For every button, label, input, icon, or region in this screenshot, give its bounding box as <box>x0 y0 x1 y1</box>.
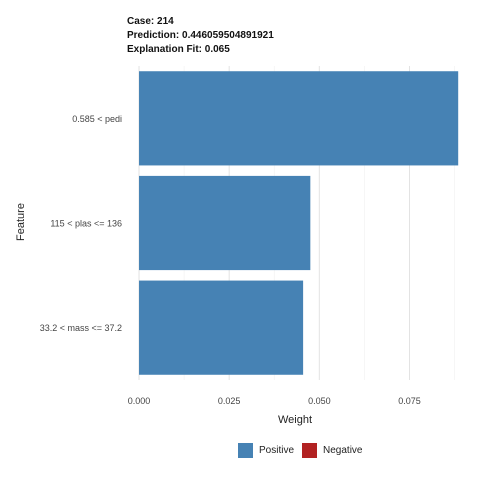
bar-1 <box>139 175 311 271</box>
legend-label-negative: Negative <box>323 445 363 456</box>
x-tick-label-0: 0.000 <box>128 396 151 406</box>
x-tick-label-3: 0.075 <box>398 396 421 406</box>
legend-swatch-negative <box>302 443 318 458</box>
category-label-2: 33.2 < mass <= 37.2 <box>40 323 122 333</box>
legend-item-negative: Negative <box>302 443 362 458</box>
explanation-fit-label: Explanation Fit: 0.065 <box>127 44 230 55</box>
bar-2 <box>139 280 304 375</box>
case-label: Case: 214 <box>127 16 174 27</box>
y-axis-title: Feature <box>15 203 27 241</box>
legend-label-positive: Positive <box>259 445 295 456</box>
bar-0 <box>139 71 459 166</box>
legend-swatch-positive <box>238 443 253 458</box>
legend-item-positive: Positive <box>238 443 294 458</box>
x-tick-label-2: 0.050 <box>308 396 331 406</box>
bars <box>139 71 459 375</box>
x-axis-title: Weight <box>278 414 312 426</box>
prediction-label: Prediction: 0.446059504891921 <box>127 30 274 41</box>
category-label-0: 0.585 < pedi <box>72 114 122 124</box>
x-tick-labels: 0.000 0.025 0.050 0.075 <box>128 396 421 406</box>
category-label-1: 115 < plas <= 136 <box>50 219 122 229</box>
x-tick-label-1: 0.025 <box>218 396 241 406</box>
legend: Positive Negative <box>238 443 370 458</box>
category-labels: 0.585 < pedi 115 < plas <= 136 33.2 < mass… <box>40 114 122 333</box>
